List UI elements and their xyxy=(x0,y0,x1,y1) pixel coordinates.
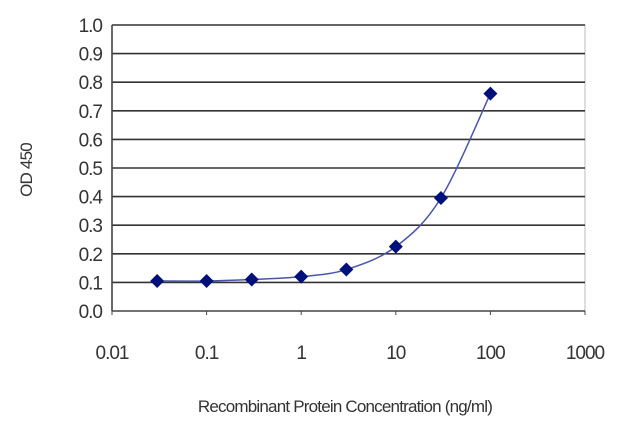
y-tick-label: 0.3 xyxy=(79,216,103,237)
grid xyxy=(111,24,586,312)
x-axis-label: Recombinant Protein Concentration (ng/ml… xyxy=(198,397,492,416)
data-point xyxy=(294,269,309,284)
data-point xyxy=(339,262,354,277)
data-point xyxy=(199,273,214,288)
series-line xyxy=(157,93,492,282)
y-tick-label: 0.2 xyxy=(79,245,103,266)
y-axis-ticks: 0.0 0.1 0.2 0.3 0.4 0.5 0.6 0.7 0.8 0.9 1.0 xyxy=(79,16,105,323)
data-point xyxy=(433,191,448,206)
y-tick-label: 0.5 xyxy=(79,159,103,180)
y-tick-label: 0.8 xyxy=(79,73,103,94)
y-tick-label: 1.0 xyxy=(79,16,103,37)
y-tick-label: 0.1 xyxy=(79,273,103,294)
x-tick-label: 0.1 xyxy=(195,343,219,364)
y-tick-label: 0.4 xyxy=(79,188,104,209)
y-tick-label: 0.0 xyxy=(79,302,103,323)
x-tick-label: 1 xyxy=(296,343,306,364)
x-tick-label: 100 xyxy=(476,343,505,364)
data-points xyxy=(150,86,498,288)
x-axis-ticks: 0.01 0.1 1 10 100 1000 xyxy=(96,311,606,364)
y-tick-label: 0.6 xyxy=(79,130,103,151)
data-point xyxy=(244,272,259,287)
data-point xyxy=(150,273,165,288)
x-tick-label: 0.01 xyxy=(96,343,129,364)
y-axis-label: OD 450 xyxy=(17,143,36,197)
x-tick-label: 10 xyxy=(386,343,406,364)
y-tick-label: 0.9 xyxy=(79,45,103,66)
y-tick-label: 0.7 xyxy=(79,102,103,123)
data-point xyxy=(388,239,403,254)
data-point xyxy=(483,86,498,101)
x-tick-label: 1000 xyxy=(566,343,605,364)
